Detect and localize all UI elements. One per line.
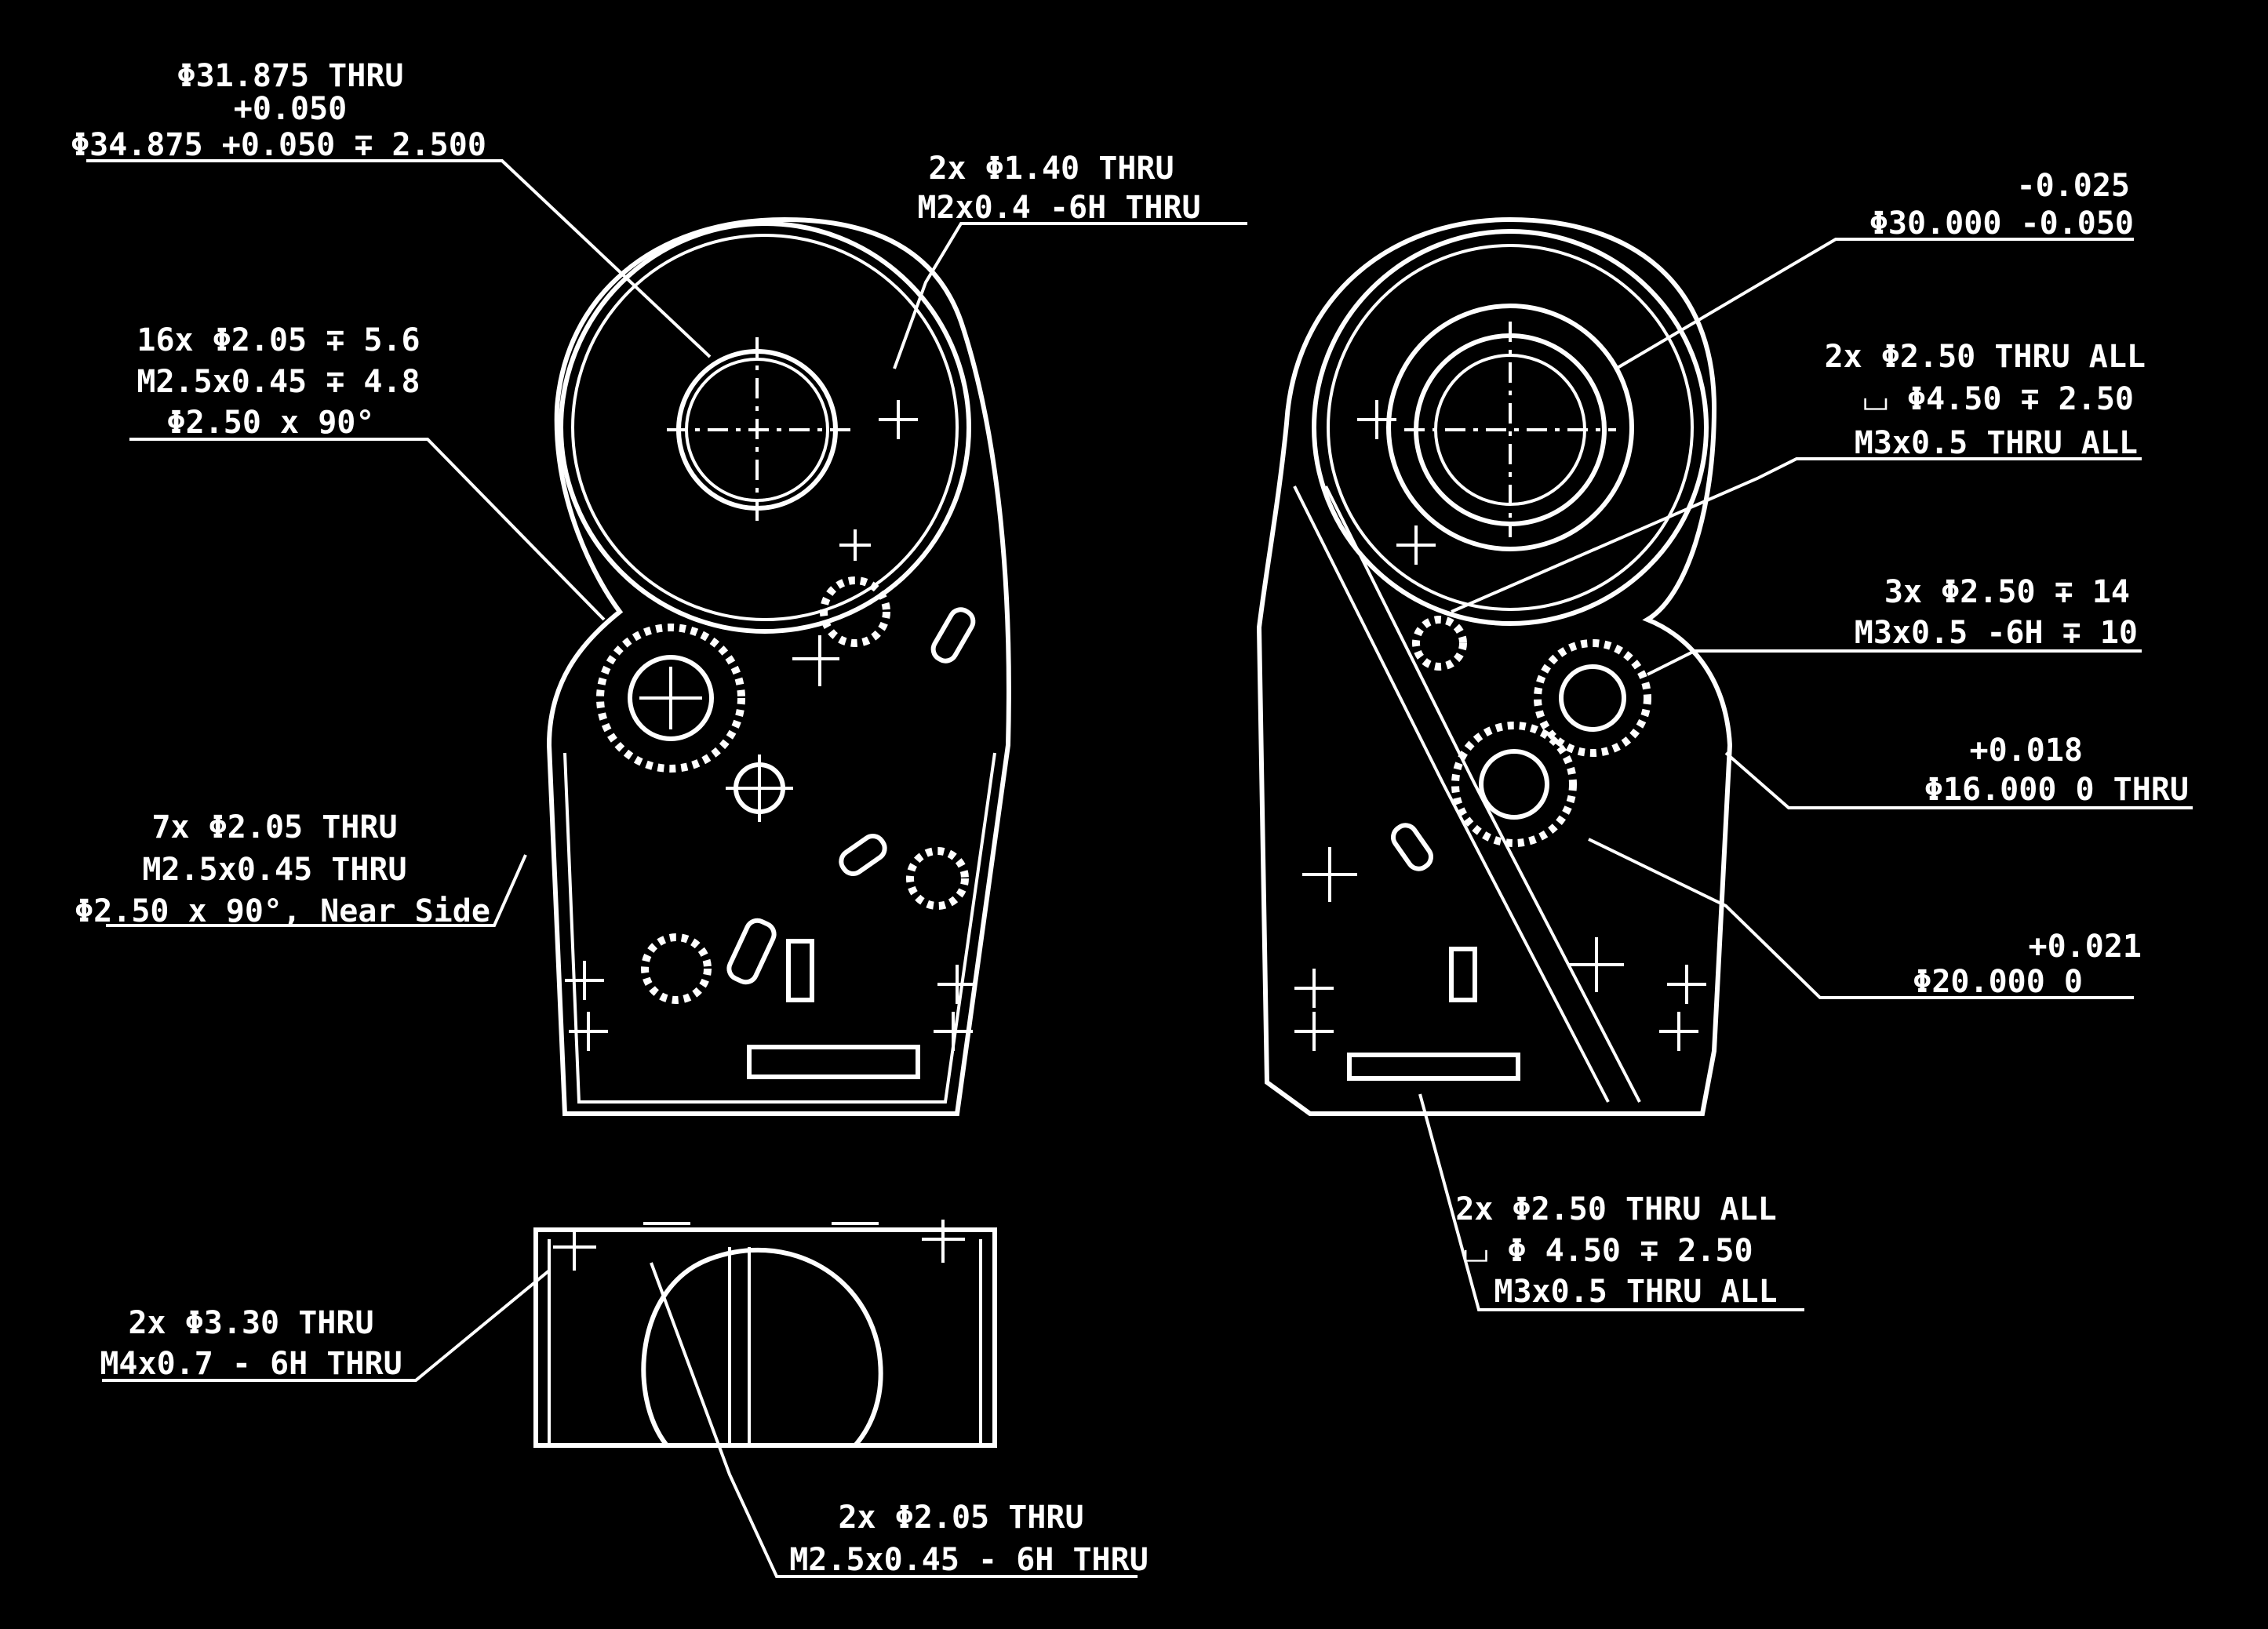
right-plate-outline — [1256, 216, 1733, 1116]
callout-9-line2: Φ20.000 0 — [1913, 964, 2083, 1000]
callout-10-line3: M3x0.5 THRU ALL — [1494, 1274, 1777, 1310]
right-view — [1256, 216, 1733, 1116]
callout-10: 2x Φ2.50 THRU ALL ⌴ Φ 4.50 ∓ 2.50 M3x0.5… — [1455, 1191, 1777, 1310]
callout-3-line1: 16x Φ2.05 ∓ 5.6 — [137, 322, 420, 358]
callout-2: 2x Φ1.40 THRU M2x0.4 -6H THRU — [917, 151, 1200, 226]
callout-6-line2: ⌴ Φ4.50 ∓ 2.50 — [1863, 381, 2134, 417]
callout-9-line1: +0.021 — [2029, 929, 2142, 965]
callout-3-line3: Φ2.50 x 90° — [167, 405, 375, 441]
bottom-body — [533, 1227, 997, 1448]
callout-4-line2: M2.5x0.45 THRU — [142, 852, 406, 888]
left-large-pulley-outer — [559, 221, 971, 634]
callout-12-line2: M2.5x0.45 - 6H THRU — [789, 1542, 1149, 1578]
callout-1-line3: Φ34.875 +0.050 ∓ 2.500 — [71, 127, 486, 163]
callout-6-line3: M3x0.5 THRU ALL — [1855, 425, 2138, 461]
callout-12-line1: 2x Φ2.05 THRU — [838, 1500, 1083, 1536]
callout-10-line2: ⌴ Φ 4.50 ∓ 2.50 — [1463, 1233, 1753, 1269]
callout-11-line1: 2x Φ3.30 THRU — [128, 1305, 373, 1341]
callout-4-line1: 7x Φ2.05 THRU — [151, 809, 397, 845]
callout-6-line1: 2x Φ2.50 THRU ALL — [1825, 339, 2146, 375]
callout-7-line2: M3x0.5 -6H ∓ 10 — [1855, 615, 2138, 651]
callout-11: 2x Φ3.30 THRU M4x0.7 - 6H THRU — [100, 1305, 402, 1382]
callout-4-line3: Φ2.50 x 90°, Near Side — [75, 893, 490, 929]
leader-lines — [86, 159, 2193, 1578]
callout-5-line1: -0.025 — [2017, 168, 2131, 204]
callout-3: 16x Φ2.05 ∓ 5.6 M2.5x0.45 ∓ 4.8 Φ2.50 x … — [137, 322, 420, 441]
callout-8-line2: Φ16.000 0 THRU — [1924, 772, 2189, 808]
callout-7: 3x Φ2.50 ∓ 14 M3x0.5 -6H ∓ 10 — [1855, 574, 2138, 651]
left-view — [546, 216, 1011, 1116]
callout-2-line1: 2x Φ1.40 THRU — [928, 151, 1174, 187]
callout-9: +0.021 Φ20.000 0 — [1913, 929, 2142, 1000]
callout-1-line1: Φ31.875 THRU — [177, 58, 404, 94]
callout-12: 2x Φ2.05 THRU M2.5x0.45 - 6H THRU — [789, 1500, 1149, 1578]
bottom-view — [533, 1220, 997, 1448]
callout-5: -0.025 Φ30.000 -0.050 — [1869, 168, 2134, 242]
callout-5-line2: Φ30.000 -0.050 — [1869, 205, 2134, 242]
bottom-pulley-arc — [641, 1247, 883, 1447]
callout-11-line2: M4x0.7 - 6H THRU — [100, 1346, 402, 1382]
callout-1-line2: +0.050 — [234, 91, 348, 127]
callout-7-line1: 3x Φ2.50 ∓ 14 — [1884, 574, 2130, 610]
callout-3-line2: M2.5x0.45 ∓ 4.8 — [137, 364, 420, 400]
callout-6: 2x Φ2.50 THRU ALL ⌴ Φ4.50 ∓ 2.50 M3x0.5 … — [1825, 339, 2146, 461]
callout-4: 7x Φ2.05 THRU M2.5x0.45 THRU Φ2.50 x 90°… — [75, 809, 490, 929]
callout-10-line1: 2x Φ2.50 THRU ALL — [1455, 1191, 1776, 1227]
callout-2-line2: M2x0.4 -6H THRU — [917, 190, 1200, 226]
callout-8: +0.018 Φ16.000 0 THRU — [1924, 733, 2189, 808]
callout-1: Φ31.875 THRU +0.050 Φ34.875 +0.050 ∓ 2.5… — [71, 58, 486, 163]
left-idler-gear — [596, 624, 745, 773]
callout-8-line1: +0.018 — [1970, 733, 2084, 769]
right-large-pulley — [1312, 229, 1709, 626]
right-small-gear — [1534, 639, 1651, 757]
right-mid-gear — [1451, 722, 1577, 847]
